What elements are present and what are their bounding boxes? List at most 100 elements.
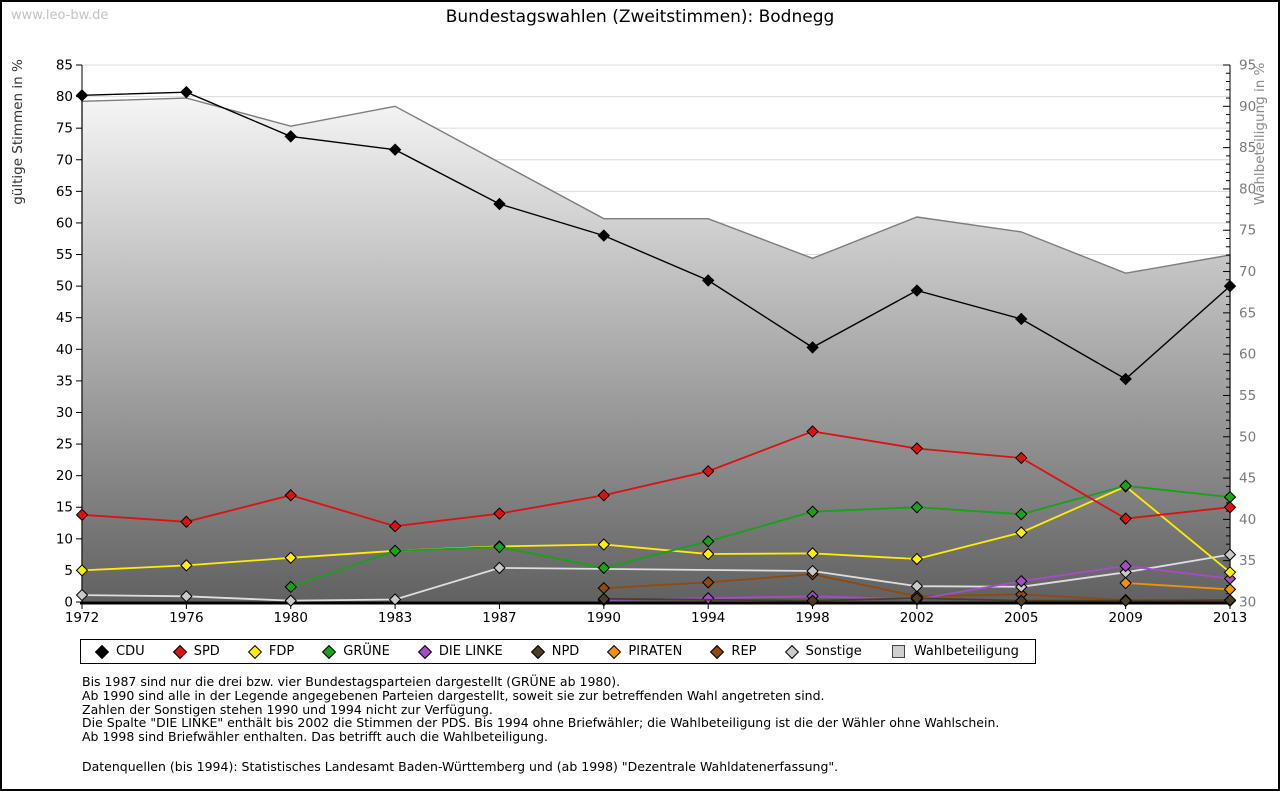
data-point-spd-1980: [284, 489, 297, 502]
legend-item-sonstige: Sonstige: [784, 644, 862, 659]
svg-text:70: 70: [56, 152, 73, 168]
legend-label: DIE LINKE: [438, 644, 503, 659]
data-point-die-linke-1994: [701, 592, 715, 605]
svg-text:60: 60: [1239, 347, 1256, 363]
svg-text:80: 80: [56, 89, 73, 105]
data-point-gr-ne-1994: [701, 535, 715, 548]
legend-label: SPD: [193, 644, 220, 659]
svg-text:25: 25: [56, 437, 73, 453]
svg-text:2009: 2009: [1108, 610, 1142, 626]
data-point-spd-2005: [1015, 451, 1028, 465]
cdu-marker-icon: [94, 644, 110, 659]
svg-text:80: 80: [1239, 181, 1256, 197]
data-point-die-linke-2005: [1015, 574, 1028, 588]
svg-text:85: 85: [56, 58, 73, 74]
data-point-cdu-2002: [910, 284, 924, 297]
left-axis-title: gültige Stimmen in %: [10, 59, 26, 205]
data-point-npd-2013: [1223, 593, 1237, 607]
page-title: Bundestagswahlen (Zweitstimmen): Bodnegg: [445, 7, 835, 27]
svg-text:95: 95: [1239, 58, 1256, 74]
svg-text:75: 75: [56, 121, 73, 137]
data-point-gr-ne-1983: [388, 544, 402, 558]
svg-text:55: 55: [56, 247, 73, 263]
sonstige-marker-icon: [784, 644, 799, 659]
footnote-line: Die Spalte "DIE LINKE" enthält bis 2002 …: [82, 715, 1000, 731]
svg-text:1972: 1972: [65, 610, 99, 626]
svg-text:5: 5: [64, 563, 73, 579]
svg-text:1983: 1983: [378, 610, 412, 626]
svg-text:10: 10: [56, 531, 73, 547]
data-point-sonstige-2013: [1223, 548, 1237, 561]
axes: 0 5 10 15 20 25 30 35 40 45 50 55 60 65 70 75 80 85 30 35 40…: [56, 58, 1256, 627]
series-cdu: [75, 85, 1237, 386]
data-point-piraten-2009: [1119, 576, 1132, 590]
data-point-npd-2002: [910, 592, 924, 605]
right-axis-title: Wahlbeteiligung in %: [1252, 62, 1268, 205]
data-point-spd-1987: [493, 507, 506, 520]
data-point-spd-2013: [1223, 501, 1237, 514]
data-point-cdu-1980: [284, 130, 297, 143]
data-point-spd-2002: [910, 442, 924, 455]
svg-text:1976: 1976: [169, 610, 203, 626]
legend-label: CDU: [116, 644, 145, 659]
data-point-cdu-1990: [597, 229, 611, 242]
data-point-gr-ne-1987: [493, 540, 506, 554]
data-point-die-linke-2013: [1223, 572, 1237, 585]
legend-item-gr-ne: GRÜNE: [322, 644, 390, 659]
legend-label: PIRATEN: [628, 644, 683, 659]
legend-item-fdp: FDP: [247, 644, 294, 659]
legend: CDU SPD FDP GRÜNE DIE LINKE NPD PIRATEN REP Sons…: [80, 639, 1036, 664]
svg-text:45: 45: [56, 310, 73, 326]
data-point-sonstige-1980: [284, 594, 297, 607]
data-point-die-linke-2009: [1119, 559, 1132, 573]
die-linke-marker-icon: [417, 644, 432, 659]
svg-text:40: 40: [1239, 512, 1256, 528]
data-point-spd-1972: [75, 508, 89, 522]
series-gr-ne: [284, 479, 1237, 594]
data-point-gr-ne-1990: [597, 561, 611, 575]
legend-item-die-linke: DIE LINKE: [417, 644, 503, 659]
svg-text:20: 20: [56, 468, 73, 484]
svg-text:2002: 2002: [900, 610, 934, 626]
data-point-sonstige-1998: [806, 564, 819, 578]
data-point-spd-2009: [1119, 512, 1132, 525]
data-point-cdu-1972: [75, 89, 89, 102]
chart-area: 0 5 10 15 20 25 30 35 40 45 50 55 60 65 70 75 80 85 30 35 40…: [2, 2, 1280, 638]
source-line: Datenquellen (bis 1994): Statistisches L…: [82, 759, 839, 774]
legend-item-cdu: CDU: [94, 644, 145, 659]
data-point-sonstige-1972: [75, 588, 89, 602]
data-point-fdp-1972: [75, 564, 89, 577]
svg-text:90: 90: [1239, 99, 1256, 115]
data-point-gr-ne-2009: [1119, 479, 1132, 492]
data-point-cdu-2009: [1119, 372, 1132, 386]
data-point-sonstige-2002: [910, 579, 924, 593]
legend-label: GRÜNE: [343, 644, 390, 659]
legend-label: NPD: [551, 644, 580, 659]
legend-item-npd: NPD: [530, 644, 580, 659]
data-point-sonstige-1983: [388, 593, 402, 606]
svg-text:40: 40: [56, 342, 73, 358]
data-point-npd-2005: [1015, 594, 1028, 607]
data-point-sonstige-1987: [493, 561, 506, 575]
svg-text:65: 65: [56, 184, 73, 200]
npd-marker-icon: [530, 644, 545, 659]
legend-label: Sonstige: [805, 644, 862, 659]
legend-item-rep: REP: [710, 644, 757, 659]
legend-item-spd: SPD: [172, 644, 220, 659]
data-point-cdu-1976: [180, 85, 193, 99]
data-point-gr-ne-2002: [910, 501, 924, 514]
svg-text:1998: 1998: [795, 610, 829, 626]
footnote-line: Ab 1990 sind alle in der Legende angegeb…: [82, 687, 825, 703]
svg-text:45: 45: [1239, 471, 1256, 487]
data-point-cdu-1983: [388, 143, 402, 156]
footnote-line: Zahlen der Sonstigen stehen 1990 und 199…: [82, 701, 493, 717]
data-point-fdp-2002: [910, 552, 924, 566]
wahlbeteiligung-marker-icon: [891, 645, 905, 658]
svg-text:55: 55: [1239, 388, 1256, 404]
wahlbeteiligung-area: [81, 97, 1231, 603]
chart-svg: 0 5 10 15 20 25 30 35 40 45 50 55 60 65 70 75 80 85 30 35 40…: [10, 58, 1268, 627]
data-point-cdu-2005: [1015, 312, 1028, 326]
data-point-npd-2009: [1119, 594, 1132, 607]
data-point-gr-ne-1998: [806, 505, 819, 518]
